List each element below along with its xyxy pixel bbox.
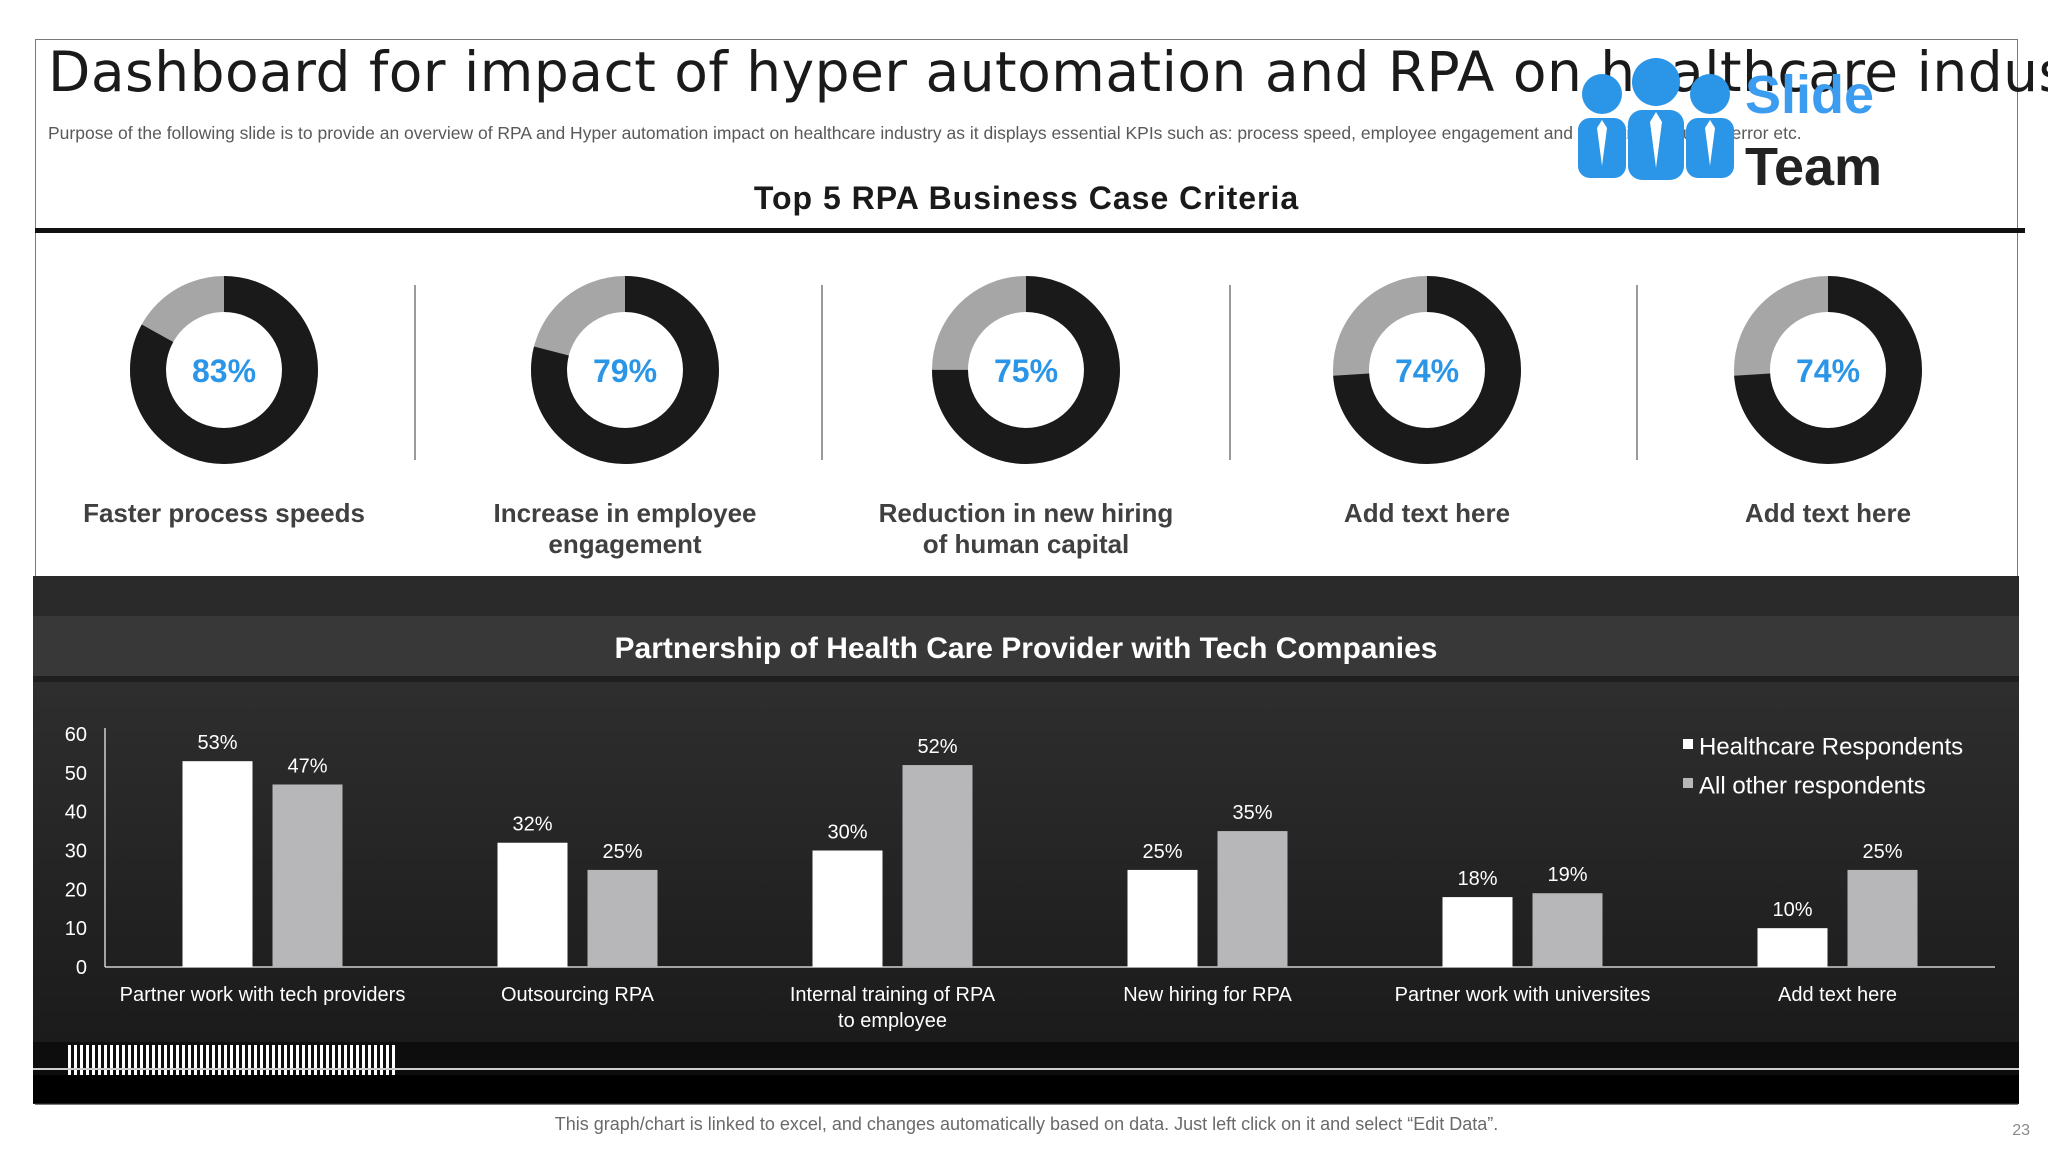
legend-label: Healthcare Respondents [1699, 733, 1963, 760]
x-category-label: Partner work with tech providers [120, 984, 406, 1006]
bar-value-label: 10% [1772, 899, 1812, 921]
x-category-label: Add text here [1778, 984, 1897, 1006]
y-tick-label: 50 [65, 763, 87, 785]
kpi-card: 83% Faster process speeds [44, 270, 404, 529]
donut-chart: 79% [531, 276, 719, 464]
bar-value-label: 18% [1457, 868, 1497, 890]
donut-value-arc [1734, 276, 1922, 464]
footnote: This graph/chart is linked to excel, and… [554, 1114, 1499, 1134]
bar-value-label: 52% [917, 736, 957, 758]
kpi-label: Reduction in new hiring of human capital [878, 498, 1174, 559]
bar [902, 765, 973, 967]
kpi-label: Add text here [1744, 498, 1912, 528]
bar [1757, 928, 1828, 967]
bar-value-label: 25% [602, 841, 642, 863]
kpi-card: 79% Increase in employee engagement [445, 270, 805, 560]
bar-value-label: 53% [197, 732, 237, 754]
y-tick-label: 60 [65, 724, 87, 746]
page-subtitle: Purpose of the following slide is to pro… [48, 123, 1802, 143]
bar [1847, 869, 1918, 967]
panel-title-bar [33, 616, 2019, 676]
x-category-label: New hiring for RPA [1123, 984, 1292, 1006]
donut-value-label: 74% [1395, 353, 1459, 389]
legend-swatch [1683, 778, 1693, 788]
partnership-bar-chart: 0 10 20 30 40 50 60 53% 47% Partner work with tec… [65, 724, 1995, 1032]
panel-header-strip [33, 576, 2019, 616]
people-group-icon [1578, 58, 1734, 180]
bar-value-label: 35% [1232, 802, 1272, 824]
x-category-label: Partner work with universites [1395, 984, 1651, 1006]
decorative-barcode [68, 1045, 398, 1077]
partnership-section-title: Partnership of Health Care Provider with… [614, 632, 1438, 665]
kpi-divider [1229, 285, 1231, 460]
donut-value-label: 75% [994, 353, 1058, 389]
y-tick-label: 30 [65, 841, 87, 863]
kpi-label: Increase in employee engagement [493, 498, 757, 559]
bar [1217, 831, 1288, 967]
legend-label: All other respondents [1699, 772, 1926, 799]
logo-text-team: Team [1745, 137, 1883, 197]
bar [587, 869, 658, 967]
page-number: 23 [2012, 1122, 2030, 1139]
bar [497, 842, 568, 967]
kpi-divider [821, 285, 823, 460]
kpi-section-title: Top 5 RPA Business Case Criteria [753, 180, 1300, 216]
donut-chart: 83% [130, 276, 318, 464]
bar-value-label: 19% [1547, 864, 1587, 886]
bar-value-label: 25% [1142, 841, 1182, 863]
donut-chart: 74% [1333, 276, 1521, 464]
logo-text-slide: Slide [1745, 65, 1875, 125]
donut-value-label: 74% [1796, 353, 1860, 389]
kpi-card: 75% Reduction in new hiring of human cap… [846, 270, 1206, 560]
x-category-label: Internal training of RPA [790, 984, 996, 1006]
kpi-divider [414, 285, 416, 460]
panel-footer-line [33, 1068, 2019, 1070]
x-category-label: to employee [838, 1010, 947, 1032]
kpi-label: Add text here [1343, 498, 1511, 528]
donut-chart: 74% [1734, 276, 1922, 464]
bar-value-label: 47% [287, 755, 327, 777]
donut-value-arc [531, 276, 719, 464]
legend-swatch [1683, 739, 1693, 749]
kpi-label: Faster process speeds [83, 498, 365, 528]
bar-value-label: 32% [512, 814, 552, 836]
y-tick-label: 40 [65, 802, 87, 824]
bar [1532, 893, 1603, 967]
y-tick-label: 0 [76, 957, 87, 979]
bar-value-label: 30% [827, 822, 867, 844]
x-category-label: Outsourcing RPA [501, 984, 655, 1006]
donut-value-arc [130, 276, 318, 464]
donut-chart: 75% [932, 276, 1120, 464]
kpi-card: 74% Add text here [1648, 270, 2008, 529]
y-tick-label: 10 [65, 918, 87, 940]
bar [182, 761, 253, 967]
slide-frame [35, 39, 2018, 1105]
donut-value-arc [932, 276, 1120, 464]
bar [812, 850, 883, 967]
section-divider [35, 228, 2025, 233]
panel-footer-bar [33, 1075, 2019, 1103]
donut-value-arc [1333, 276, 1521, 464]
bar [272, 784, 343, 967]
bar-value-label: 25% [1862, 841, 1902, 863]
kpi-divider [1636, 285, 1638, 460]
y-tick-label: 20 [65, 879, 87, 901]
bar [1127, 869, 1198, 967]
donut-value-label: 79% [593, 353, 657, 389]
donut-value-label: 83% [192, 353, 256, 389]
bar [1442, 897, 1513, 967]
kpi-card: 74% Add text here [1247, 270, 1607, 529]
